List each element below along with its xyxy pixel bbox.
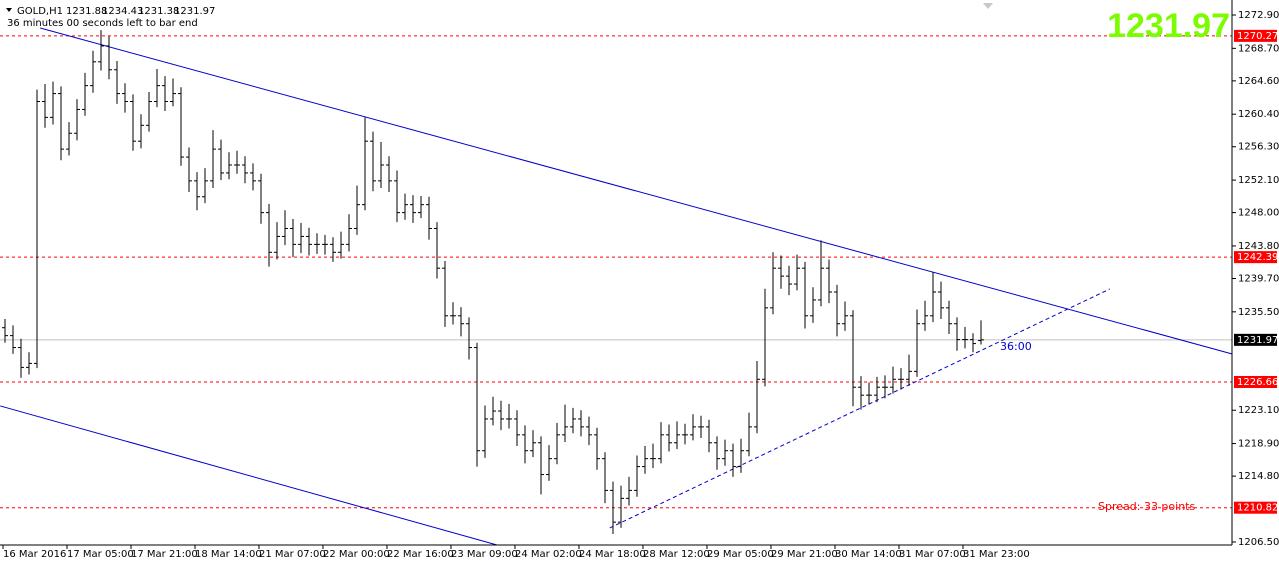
x-tick-label: 29 Mar 21:00 — [771, 549, 838, 560]
x-tick-label: 22 Mar 00:00 — [323, 549, 390, 560]
y-tick-label: 1248.00 — [1238, 208, 1279, 219]
x-tick-label: 18 Mar 14:00 — [195, 549, 262, 560]
y-tick-label: 1256.30 — [1238, 142, 1279, 153]
x-tick-label: 17 Mar 05:00 — [67, 549, 134, 560]
spread: Spread: 33 points — [1098, 500, 1195, 513]
y-tick-label: 1239.70 — [1238, 273, 1279, 284]
x-tick-label: 22 Mar 16:00 — [387, 549, 454, 560]
y-tick-label: 1235.50 — [1238, 307, 1279, 318]
x-tick-label: 29 Mar 05:00 — [707, 549, 774, 560]
symbol: GOLD,H1 — [17, 6, 63, 17]
level-box — [1234, 29, 1277, 42]
trendline — [0, 405, 498, 546]
timer-short: 36:00 — [1000, 340, 1032, 353]
big-price: 1231.97 — [1107, 7, 1230, 45]
header-price: 1231.88 — [66, 6, 107, 17]
y-tick-label: 1243.80 — [1238, 241, 1279, 252]
header-price: 1231.97 — [174, 6, 215, 17]
x-tick-label: 31 Mar 07:00 — [899, 549, 966, 560]
x-tick-label: 24 Mar 18:00 — [579, 549, 646, 560]
header-price: 1231.38 — [138, 6, 179, 17]
y-tick-label: 1252.10 — [1238, 175, 1279, 186]
y-tick-label: 1214.80 — [1238, 471, 1279, 482]
level-box — [1234, 251, 1277, 264]
price-label: 1231.97 — [1237, 335, 1278, 346]
level-box — [1234, 375, 1277, 388]
price-box — [1234, 333, 1277, 346]
menu-arrow — [6, 8, 12, 12]
level-box — [1234, 501, 1277, 514]
y-tick-label: 1206.50 — [1238, 537, 1279, 548]
y-tick-label: 1268.70 — [1238, 43, 1279, 54]
level-label: 1270.27 — [1237, 31, 1278, 42]
trendline — [609, 288, 1111, 529]
level-label: 1210.82 — [1237, 503, 1278, 514]
shift-marker — [983, 3, 993, 9]
y-tick-label: 1264.60 — [1238, 76, 1279, 87]
level-label: 1226.66 — [1237, 377, 1278, 388]
header-price: 1234.43 — [102, 6, 143, 17]
x-tick-label: 31 Mar 23:00 — [963, 549, 1030, 560]
y-tick-label: 1260.40 — [1238, 109, 1279, 120]
x-tick-label: 17 Mar 21:00 — [131, 549, 198, 560]
x-tick-label: 16 Mar 2016 — [3, 549, 66, 560]
x-tick-label: 23 Mar 09:00 — [451, 549, 518, 560]
timer: 36 minutes 00 seconds left to bar end — [7, 18, 198, 29]
trendline — [40, 27, 1233, 355]
y-tick-label: 1223.10 — [1238, 405, 1279, 416]
y-tick-label: 1218.90 — [1238, 439, 1279, 450]
x-tick-label: 24 Mar 02:00 — [515, 549, 582, 560]
y-tick-label: 1272.90 — [1238, 10, 1279, 21]
x-tick-label: 21 Mar 07:00 — [259, 549, 326, 560]
level-label: 1242.39 — [1237, 252, 1278, 263]
x-tick-label: 30 Mar 14:00 — [835, 549, 902, 560]
x-tick-label: 28 Mar 12:00 — [643, 549, 710, 560]
